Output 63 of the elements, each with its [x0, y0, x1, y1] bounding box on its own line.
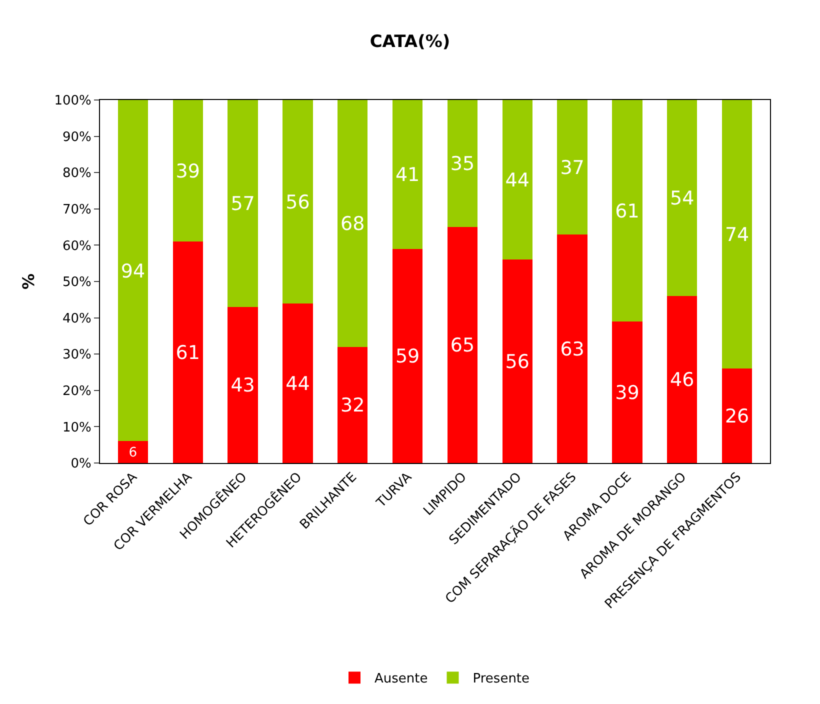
data-label: 44: [286, 372, 310, 395]
bar: [557, 100, 588, 234]
bar: [392, 248, 423, 463]
data-label: 6: [128, 446, 138, 461]
data-label: 61: [176, 342, 200, 364]
y-tick-label: 70%: [62, 202, 92, 218]
bar: [172, 100, 203, 242]
data-label: 46: [670, 369, 694, 392]
chart-title: CATA(%): [370, 32, 450, 52]
data-label: 26: [724, 405, 750, 428]
bar: [228, 100, 258, 307]
data-label: 63: [560, 338, 584, 360]
data-label: 57: [230, 193, 255, 216]
bar: [447, 227, 478, 463]
data-label: 68: [340, 213, 365, 236]
data-label: 56: [286, 191, 310, 214]
data-label: 94: [120, 260, 146, 282]
bar: [118, 100, 148, 442]
data-label: 74: [724, 224, 750, 246]
bar: [502, 260, 532, 463]
y-tick-label: 80%: [62, 166, 92, 182]
y-axis-title: %: [19, 273, 38, 290]
bar: [282, 303, 313, 463]
data-label: 35: [450, 153, 475, 176]
data-label: 37: [560, 156, 584, 179]
y-tick-label: 0%: [70, 456, 92, 472]
y-tick-label: 30%: [62, 348, 92, 363]
bar: [338, 100, 368, 347]
data-label: 61: [615, 200, 640, 222]
data-label: 56: [505, 351, 530, 374]
bar: [172, 242, 203, 463]
bar: [612, 321, 642, 463]
bar: [447, 100, 478, 228]
bar: [557, 234, 588, 463]
bar: [118, 441, 148, 463]
y-tick-label: 20%: [62, 384, 92, 399]
legend-label: Presente: [472, 672, 530, 687]
bar: [722, 368, 752, 463]
data-label: 43: [230, 374, 255, 397]
y-tick-label: 60%: [62, 238, 92, 254]
y-tick-label: 100%: [54, 94, 92, 109]
bar: [228, 306, 258, 463]
data-label: 39: [615, 382, 640, 404]
bar: [612, 100, 642, 322]
bar: [722, 100, 752, 369]
bar: [282, 100, 313, 304]
bar: [502, 100, 532, 260]
data-label: 39: [176, 160, 200, 182]
bar: [392, 100, 423, 249]
data-label: 41: [395, 164, 420, 186]
bar: [667, 296, 698, 463]
y-tick-label: 10%: [62, 420, 92, 436]
y-tick-label: 40%: [62, 311, 92, 326]
legend-label: Ausente: [374, 672, 428, 687]
bar: [667, 100, 698, 296]
data-label: 32: [340, 394, 365, 417]
data-label: 65: [450, 334, 475, 357]
data-label: 44: [505, 170, 530, 192]
y-tick-label: 50%: [62, 275, 92, 290]
bar: [338, 346, 368, 463]
y-tick-label: 90%: [62, 130, 92, 145]
data-label: 54: [670, 188, 694, 210]
data-label: 59: [395, 346, 420, 368]
